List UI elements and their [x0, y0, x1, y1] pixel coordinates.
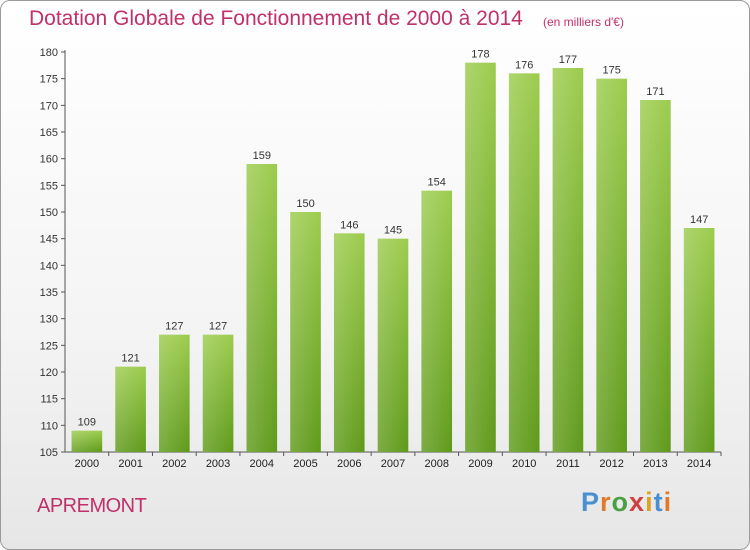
commune-name: APREMONT [37, 495, 147, 517]
logo-letter: t [653, 487, 664, 517]
logo-letter: r [600, 487, 612, 517]
y-tick-label: 145 [40, 234, 58, 246]
y-tick-label: 180 [40, 47, 58, 59]
bar-shine-2004 [246, 164, 278, 452]
x-tick-label-2012: 2012 [599, 458, 623, 470]
bar-shine-2003 [202, 334, 234, 452]
bar-shine-2002 [159, 334, 190, 452]
y-tick-label: 170 [40, 100, 58, 112]
x-axis: 2000 2001 2002 2003 2004 2005 2006 2007 2008 2009… [65, 451, 722, 470]
data-label-2003: 127 [209, 321, 227, 333]
x-tick-label-2008: 2008 [424, 458, 448, 470]
y-tick-label: 155 [40, 180, 58, 192]
bar-shine-2005 [290, 212, 321, 452]
data-label-2009: 178 [471, 49, 489, 61]
logo-letter: P [581, 487, 601, 517]
bar-shine-2007 [377, 238, 409, 452]
y-tick-label: 175 [40, 74, 58, 86]
data-label-2010: 176 [515, 59, 533, 71]
chart-unit: (en milliers d'€) [543, 15, 624, 29]
bar-shine-2006 [333, 233, 365, 452]
y-tick-label: 140 [40, 260, 58, 272]
x-tick-label-2003: 2003 [206, 458, 230, 470]
data-label-2000: 109 [78, 417, 96, 429]
x-tick-label-2004: 2004 [250, 458, 274, 470]
logo-letter: o [611, 487, 630, 517]
x-tick-label-2014: 2014 [687, 458, 711, 470]
data-label-2012: 175 [602, 65, 620, 77]
x-tick-label-2006: 2006 [337, 458, 361, 470]
bar-shine-2001 [115, 366, 146, 452]
data-label-2014: 147 [690, 214, 708, 226]
y-tick-label: 110 [40, 420, 58, 432]
bar-shine-2010 [508, 73, 540, 452]
data-label-2002: 127 [165, 321, 183, 333]
bar-shine-2012 [596, 78, 627, 453]
logo-letter: i [663, 487, 673, 517]
y-tick-label: 135 [40, 287, 58, 299]
x-tick-label-2013: 2013 [643, 458, 667, 470]
bars-group: 109 121 127 127 159 150 146 145 154 178 176 177 175 1… [71, 49, 715, 453]
x-tick-label-2011: 2011 [556, 458, 580, 470]
x-tick-label-2007: 2007 [381, 458, 405, 470]
y-tick-label: 120 [40, 367, 58, 379]
y-tick-label: 105 [40, 447, 58, 459]
data-label-2013: 171 [646, 86, 664, 98]
data-label-2001: 121 [121, 353, 139, 365]
bar-shine-2009 [465, 62, 496, 453]
chart-title: Dotation Globale de Fonctionnement de 20… [29, 7, 523, 30]
proxiti-logo: Proxiti [581, 487, 672, 518]
y-tick-label: 160 [40, 154, 58, 166]
bar-shine-2008 [421, 190, 453, 452]
y-tick-label: 115 [40, 394, 58, 406]
x-tick-label-2009: 2009 [468, 458, 492, 470]
x-tick-label-2002: 2002 [162, 458, 186, 470]
logo-letter: i [645, 487, 654, 517]
x-tick-label-2001: 2001 [118, 458, 142, 470]
bar-shine-2013 [640, 100, 671, 452]
data-label-2011: 177 [559, 54, 577, 66]
data-label-2008: 154 [428, 177, 446, 189]
x-tick-label-2005: 2005 [293, 458, 317, 470]
y-axis: 105 110 115 120 125 130 135 140 145 150 155 160 165 1… [40, 47, 66, 459]
logo-letter: x [629, 487, 646, 517]
data-label-2007: 145 [384, 225, 402, 237]
y-tick-label: 125 [40, 340, 58, 352]
data-label-2004: 159 [253, 150, 271, 162]
bar-shine-2000 [71, 430, 103, 452]
y-tick-label: 150 [40, 207, 58, 219]
x-tick-label-2000: 2000 [75, 458, 99, 470]
bar-shine-2011 [552, 68, 584, 452]
x-tick-label-2010: 2010 [512, 458, 536, 470]
data-label-2005: 150 [296, 198, 314, 210]
y-tick-label: 165 [40, 127, 58, 139]
data-label-2006: 146 [340, 219, 358, 231]
bar-shine-2014 [683, 228, 715, 452]
y-tick-label: 130 [40, 314, 58, 326]
